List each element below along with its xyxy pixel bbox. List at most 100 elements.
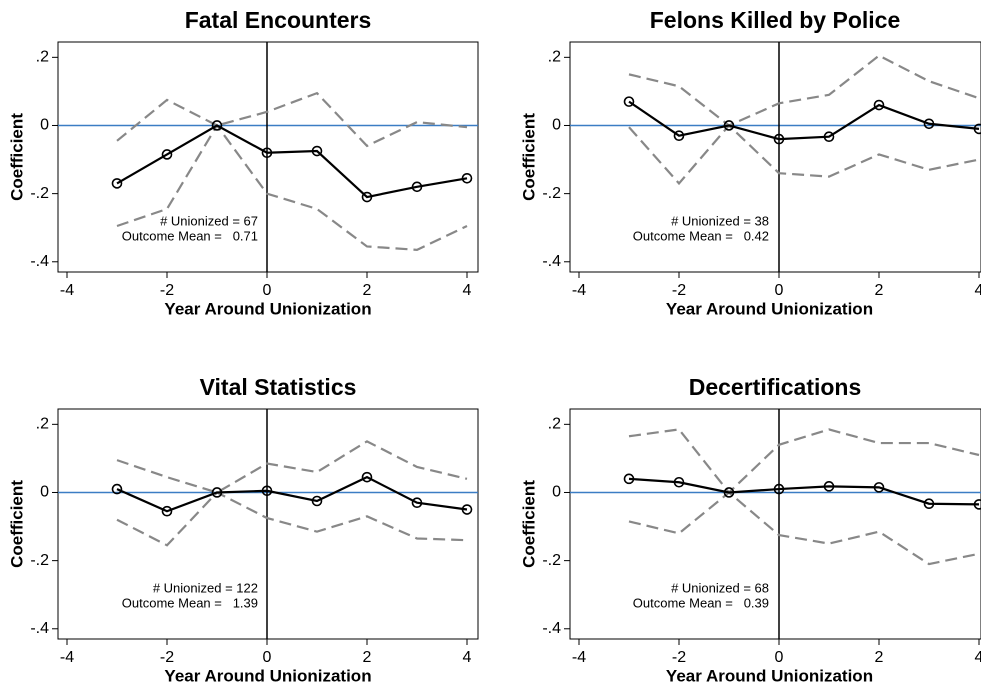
y-axis-label: Coefficient	[7, 113, 26, 201]
y-tick-label: 0	[552, 484, 561, 501]
estimate-point	[261, 485, 273, 497]
y-tick-label: 0	[40, 117, 49, 134]
annotation: # Unionized = 67	[160, 213, 258, 228]
estimate-point	[311, 495, 323, 507]
annotation: # Unionized = 38	[671, 213, 769, 228]
y-tick-label: -.4	[542, 620, 561, 637]
plot-frame	[57, 41, 479, 273]
estimate-point	[773, 133, 785, 145]
ci-line	[116, 91, 468, 148]
estimate-point	[923, 118, 935, 130]
panel: Felons Killed by Police .2 0 -.2 -.4 -4 -2 0 2 4 Y…	[519, 7, 981, 318]
annotation: # Unionized = 68	[671, 580, 769, 595]
y-tick-label: 0	[552, 117, 561, 134]
annotation: Outcome Mean = 1.39	[122, 595, 258, 610]
x-tick-label: 2	[363, 649, 372, 666]
annotation: Outcome Mean = 0.42	[633, 228, 769, 243]
y-tick-label: -.4	[542, 253, 561, 270]
x-tick-label: 0	[775, 282, 784, 299]
x-tick-label: -4	[60, 282, 74, 299]
estimate-point	[773, 483, 785, 495]
x-tick-label: -4	[572, 649, 586, 666]
estimate-point	[623, 96, 635, 107]
estimate-line	[116, 475, 468, 513]
x-tick-label: 0	[263, 649, 272, 666]
y-tick-label: .2	[548, 49, 561, 66]
estimate-point	[973, 499, 981, 510]
ci-line	[116, 440, 468, 494]
x-tick-label: 4	[975, 649, 981, 666]
estimate-point	[311, 145, 323, 157]
estimate-line	[116, 124, 468, 199]
y-tick-label: -.4	[30, 253, 49, 270]
x-tick-label: 4	[975, 282, 981, 299]
estimate-point	[111, 483, 123, 495]
y-tick-label: 0	[40, 484, 49, 501]
estimate-point	[823, 131, 835, 143]
x-tick-label: 2	[875, 282, 884, 299]
x-tick-label: 0	[263, 282, 272, 299]
estimate-point	[673, 476, 685, 488]
estimate-point	[461, 172, 473, 184]
estimate-point	[261, 147, 273, 159]
plot-frame	[57, 408, 479, 640]
y-tick-label: .2	[548, 416, 561, 433]
estimate-point	[111, 178, 123, 189]
estimate-point	[411, 497, 423, 509]
panel: Decertifications .2 0 -.2 -.4 -4 -2 0 2 4 Year Aro…	[519, 374, 981, 685]
ci-line	[628, 54, 980, 127]
y-tick-label: .2	[36, 416, 49, 433]
estimate-line	[628, 477, 980, 506]
estimate-point	[623, 473, 635, 485]
estimate-point	[411, 181, 423, 193]
x-tick-label: 4	[463, 282, 472, 299]
estimate-point	[823, 481, 835, 492]
estimate-point	[923, 498, 935, 510]
ci-line	[628, 428, 980, 495]
x-tick-label: -4	[572, 282, 586, 299]
y-axis-label: Coefficient	[7, 480, 26, 568]
ci-line	[628, 123, 980, 186]
x-tick-label: 0	[775, 649, 784, 666]
x-tick-label: -2	[672, 649, 686, 666]
x-tick-label: 4	[463, 649, 472, 666]
x-axis-label: Year Around Unionization	[666, 299, 873, 318]
chart-title: Fatal Encounters	[185, 7, 372, 33]
chart-title: Felons Killed by Police	[650, 7, 901, 33]
y-tick-label: -.2	[542, 552, 561, 569]
x-tick-label: 2	[363, 282, 372, 299]
estimate-line	[628, 100, 980, 141]
x-tick-label: 2	[875, 649, 884, 666]
estimate-point	[873, 99, 885, 111]
ci-line	[628, 491, 980, 566]
estimate-point	[973, 123, 981, 135]
x-tick-label: -2	[672, 282, 686, 299]
x-axis-label: Year Around Unionization	[666, 666, 873, 685]
estimate-point	[723, 120, 735, 131]
ci-line	[116, 491, 468, 547]
x-tick-label: -2	[160, 282, 174, 299]
annotation: Outcome Mean = 0.71	[122, 228, 258, 243]
chart-title: Decertifications	[689, 374, 862, 400]
x-tick-label: -4	[60, 649, 74, 666]
x-axis-label: Year Around Unionization	[164, 299, 371, 318]
panel: Vital Statistics .2 0 -.2 -.4 -4 -2 0 2 4 Year Aro…	[7, 374, 479, 685]
estimate-point	[211, 120, 223, 131]
y-tick-label: -.2	[30, 185, 49, 202]
estimate-point	[361, 471, 373, 483]
x-tick-label: -2	[160, 649, 174, 666]
y-tick-label: -.2	[542, 185, 561, 202]
plot-frame	[569, 408, 981, 640]
estimate-point	[161, 505, 173, 517]
estimate-point	[211, 487, 223, 498]
estimate-point	[873, 482, 885, 493]
annotation: # Unionized = 122	[153, 580, 258, 595]
estimate-point	[361, 191, 373, 203]
plot-frame	[569, 41, 981, 273]
chart-title: Vital Statistics	[200, 374, 357, 400]
estimate-point	[161, 149, 173, 160]
y-tick-label: .2	[36, 49, 49, 66]
annotation: Outcome Mean = 0.39	[633, 595, 769, 610]
